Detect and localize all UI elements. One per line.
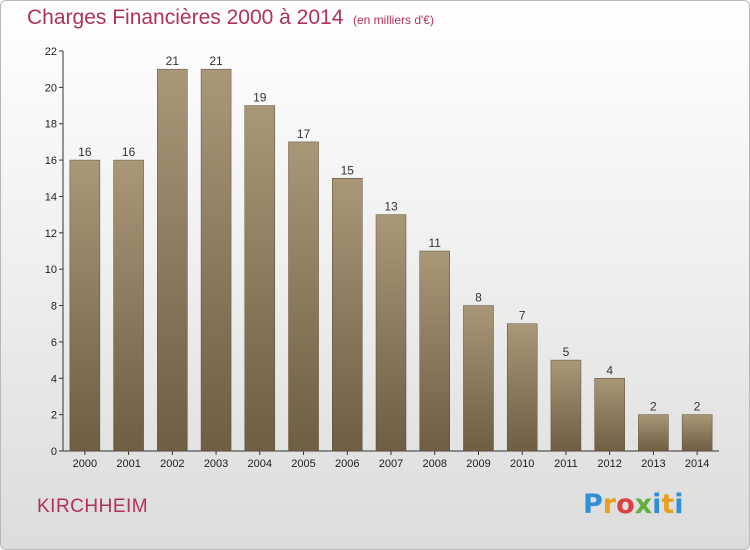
- bars: 16 16 21 21 19 17 15 13 11 8 7 5 4 2 2: [69, 54, 713, 452]
- y-tick-label: 14: [45, 191, 57, 203]
- data-label: 8: [475, 291, 482, 305]
- logo-letter: r: [602, 489, 617, 520]
- data-label: 17: [297, 127, 311, 141]
- x-tick-label: 2013: [641, 458, 665, 470]
- data-label: 15: [341, 163, 355, 177]
- bar: [506, 323, 538, 452]
- y-tick-label: 12: [45, 228, 57, 240]
- data-label: 21: [209, 54, 223, 68]
- y-tick-label: 2: [51, 410, 57, 422]
- data-label: 7: [519, 309, 526, 323]
- x-tick-label: 2002: [160, 458, 184, 470]
- proxiti-logo: Proxiti: [583, 489, 684, 520]
- bar: [638, 414, 669, 452]
- y-tick-label: 22: [45, 46, 57, 58]
- x-tick-label: 2011: [554, 458, 578, 470]
- logo-letter: i: [652, 489, 662, 520]
- logo-letter: t: [661, 489, 675, 520]
- y-tick-label: 0: [51, 446, 57, 458]
- y-tick-label: 4: [51, 373, 57, 385]
- bar: [681, 414, 713, 452]
- x-tick-label: 2007: [379, 458, 403, 470]
- bar: [200, 68, 232, 452]
- x-tick-label: 2006: [335, 458, 359, 470]
- logo-letter: o: [616, 489, 635, 520]
- data-label: 11: [428, 236, 441, 250]
- x-tick-label: 2008: [422, 458, 446, 470]
- chart-subtitle: (en milliers d'€): [353, 13, 434, 27]
- x-tick-label: 2005: [291, 458, 315, 470]
- bar: [550, 359, 582, 452]
- bar: [244, 105, 276, 452]
- data-label: 16: [122, 145, 136, 159]
- y-tick-label: 16: [45, 155, 57, 167]
- x-tick-label: 2009: [466, 458, 490, 470]
- logo-letter: i: [674, 489, 684, 520]
- data-label: 13: [384, 200, 398, 214]
- x-tick-label: 2001: [116, 458, 140, 470]
- x-tick-label: 2014: [685, 458, 709, 470]
- bar: [419, 250, 450, 452]
- data-label: 21: [166, 54, 180, 68]
- y-tick-label: 20: [45, 82, 57, 94]
- y-tick-label: 10: [45, 264, 57, 276]
- y-tick-label: 8: [51, 301, 57, 313]
- data-label: 4: [606, 363, 613, 377]
- data-label: 16: [78, 145, 92, 159]
- x-tick-label: 2010: [510, 458, 534, 470]
- logo-letter: x: [634, 489, 653, 520]
- x-tick-label: 2004: [248, 458, 272, 470]
- bar: [463, 305, 494, 452]
- y-tick-label: 6: [51, 337, 57, 349]
- data-label: 2: [694, 400, 701, 414]
- bar: [594, 378, 625, 452]
- bar: [157, 68, 188, 452]
- x-tick-label: 2000: [73, 458, 97, 470]
- bar: [375, 214, 407, 452]
- data-label: 5: [563, 345, 570, 359]
- bar: [113, 159, 144, 452]
- x-tick-label: 2003: [204, 458, 228, 470]
- bar: [69, 159, 101, 452]
- commune-name: KIRCHHEIM: [37, 496, 149, 517]
- chart-title: Charges Financières 2000 à 2014: [27, 6, 344, 29]
- data-label: 19: [253, 91, 267, 105]
- data-label: 2: [650, 400, 657, 414]
- logo-letter: P: [583, 489, 603, 520]
- y-tick-label: 18: [45, 119, 57, 131]
- x-tick-label: 2012: [597, 458, 621, 470]
- bar: [332, 178, 363, 452]
- bar: [288, 141, 319, 452]
